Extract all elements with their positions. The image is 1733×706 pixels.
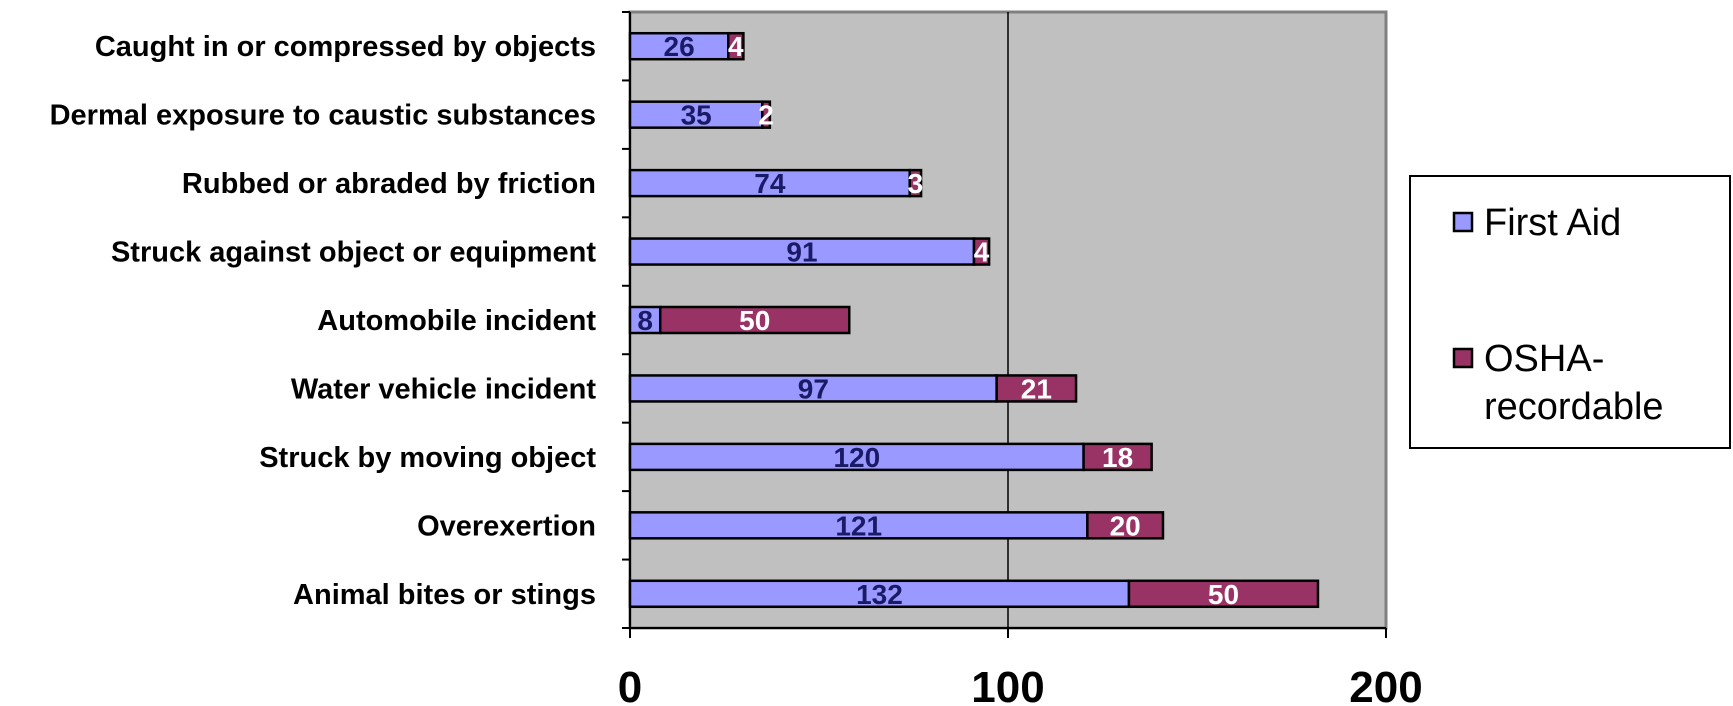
category-label: Struck against object or equipment (111, 237, 596, 269)
data-label: 20 (1110, 510, 1141, 541)
data-label: 21 (1021, 373, 1052, 404)
data-label: 121 (835, 510, 882, 541)
data-label: 4 (728, 31, 744, 62)
data-label: 4 (974, 237, 990, 268)
data-label: 50 (739, 305, 770, 336)
x-tick-label: 100 (971, 663, 1044, 706)
legend: First Aid OSHA-recordable (1409, 175, 1731, 449)
data-label: 50 (1208, 579, 1239, 610)
legend-label: OSHA-recordable (1484, 338, 1664, 428)
category-label: Rubbed or abraded by friction (182, 168, 596, 200)
data-label: 97 (798, 373, 829, 404)
bar-segment (727, 31, 745, 61)
bar-segment (972, 237, 991, 266)
category-label: Automobile incident (317, 305, 596, 337)
data-label: 132 (856, 579, 903, 610)
category-label: Animal bites or stings (293, 579, 596, 611)
bar-segment (628, 511, 1089, 540)
category-label: Struck by moving object (259, 442, 596, 474)
bar-segment (628, 374, 998, 403)
category-label: Overexertion (417, 510, 596, 542)
category-label: Caught in or compressed by objects (95, 31, 596, 63)
bars (628, 31, 1320, 609)
bar-segment (1086, 511, 1165, 540)
category-label: Dermal exposure to caustic substances (50, 100, 596, 132)
bar-segment (1127, 579, 1320, 609)
data-label: 91 (786, 237, 817, 268)
data-label: 18 (1102, 442, 1133, 473)
data-label: 120 (833, 442, 880, 473)
x-tick-label: 0 (618, 663, 642, 706)
bar-segment (908, 168, 923, 198)
data-label: 74 (754, 168, 786, 199)
bar-segment (761, 100, 772, 129)
data-label: 26 (664, 31, 695, 62)
bar-segment (995, 374, 1078, 403)
bar-segment (628, 579, 1131, 609)
labels: 0 100 200 Caught in or compressed by object… (50, 31, 1423, 706)
legend-swatch (1452, 211, 1474, 233)
legend-label: First Aid (1484, 202, 1621, 244)
bar-segment (1082, 442, 1153, 472)
legend-swatch (1452, 347, 1474, 369)
data-label: 35 (681, 100, 712, 131)
x-tick-label: 200 (1349, 663, 1422, 706)
data-label: 2 (758, 100, 774, 131)
category-label: Water vehicle incident (291, 373, 596, 405)
bar-segment (628, 442, 1085, 472)
data-label: 3 (908, 168, 924, 199)
data-label: 8 (637, 305, 653, 336)
bar-segment (628, 100, 764, 129)
bar-segment (628, 31, 730, 61)
bar-segment (658, 305, 851, 335)
